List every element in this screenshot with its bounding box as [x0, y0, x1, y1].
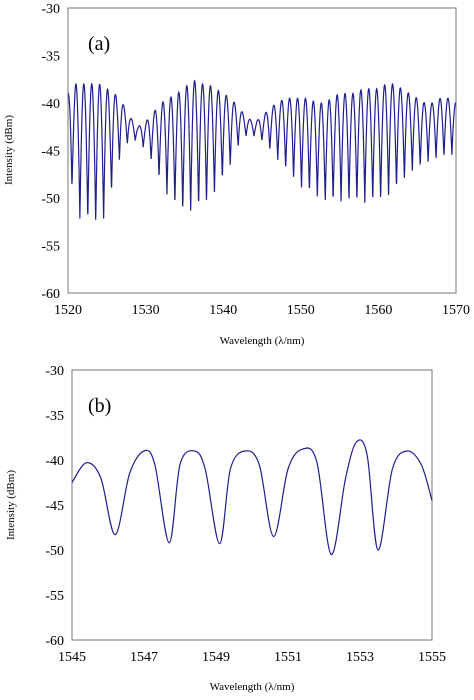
y-tick-label: -45 — [45, 499, 64, 514]
x-tick-label: 1545 — [58, 650, 86, 665]
y-tick-label: -35 — [41, 50, 60, 65]
y-tick-label: -45 — [41, 145, 60, 160]
y-tick-label: -60 — [45, 634, 64, 649]
y-axis-label-b: Intensity (dBm) — [5, 470, 17, 540]
panel-label-a: (a) — [88, 33, 110, 55]
chart-panel-b: 1545 1547 1549 1551 1553 1555 -30 -35 -40 -45 -50 -… — [5, 364, 446, 693]
x-tick-label: 1553 — [346, 650, 374, 665]
x-tick-label: 1570 — [442, 303, 470, 318]
series-line-a — [67, 79, 457, 220]
y-tick-label: -55 — [45, 589, 64, 604]
y-tick-label: -55 — [41, 240, 60, 255]
x-tick-label: 1550 — [287, 303, 315, 318]
series-line-b — [71, 439, 433, 556]
x-tick-label: 1547 — [130, 650, 158, 665]
x-tick-label: 1549 — [202, 650, 230, 665]
plot-frame-a — [67, 7, 457, 294]
y-axis-label-a: Intensity (dBm) — [3, 115, 15, 185]
y-tick-label: -30 — [45, 364, 64, 379]
x-tick-label: 1520 — [54, 303, 82, 318]
x-tick-label: 1560 — [364, 303, 392, 318]
chart-panel-a: 1520 1530 1540 1550 1560 1570 -30 -35 -40 -45 -50 -… — [3, 2, 470, 347]
x-tick-label: 1540 — [209, 303, 237, 318]
x-tick-label: 1530 — [132, 303, 160, 318]
y-tick-label: -50 — [41, 192, 60, 207]
y-tick-label: -35 — [45, 409, 64, 424]
ticks-a: 1520 1530 1540 1550 1560 1570 -30 -35 -40 -45 -50 -… — [41, 2, 470, 318]
ticks-b: 1545 1547 1549 1551 1553 1555 -30 -35 -40 -45 -50 -… — [45, 364, 446, 665]
x-tick-label: 1551 — [274, 650, 302, 665]
x-tick-label: 1555 — [418, 650, 446, 665]
x-axis-label-b: Wavelength (λ/nm) — [210, 681, 295, 693]
y-tick-label: -50 — [45, 544, 64, 559]
y-tick-label: -40 — [45, 454, 64, 469]
panel-label-b: (b) — [88, 395, 111, 417]
y-tick-label: -40 — [41, 97, 60, 112]
x-axis-label-a: Wavelength (λ/nm) — [220, 335, 305, 347]
y-tick-label: -60 — [41, 287, 60, 302]
plot-frame-b — [71, 369, 433, 641]
y-tick-label: -30 — [41, 2, 60, 17]
